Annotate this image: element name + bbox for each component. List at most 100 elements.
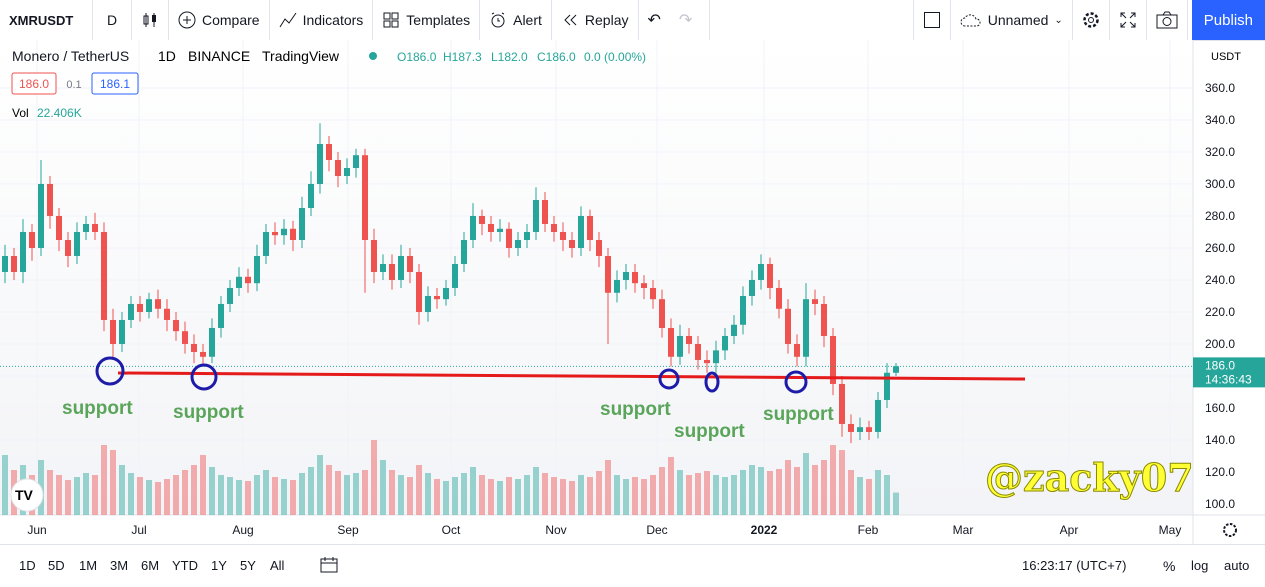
volume-bar [452, 477, 458, 515]
candle-body [686, 335, 692, 344]
goto-date-icon[interactable] [320, 557, 338, 573]
support-label: support [173, 402, 244, 423]
candle-body [632, 271, 638, 284]
indicators-icon [279, 12, 297, 28]
y-tick-label: 220.0 [1205, 305, 1235, 319]
axis-settings[interactable] [1223, 523, 1237, 537]
volume-bar [767, 471, 773, 515]
support-circle [658, 368, 680, 390]
candle-body [65, 239, 71, 256]
range-button[interactable]: All [270, 558, 285, 573]
legend-source: TradingView [262, 48, 340, 64]
range-button[interactable]: YTD [172, 558, 198, 573]
alert-icon [491, 12, 505, 28]
candle-body [542, 199, 548, 224]
candle-body [119, 319, 125, 344]
volume-bar [155, 482, 161, 515]
volume-bar [191, 465, 197, 515]
layout-name[interactable]: Unnamed ⌄ [951, 0, 1073, 40]
volume-bar [407, 477, 413, 515]
volume-bar [884, 475, 890, 515]
volume-bar [371, 440, 377, 515]
volume-bar [794, 467, 800, 515]
indicators-label: Indicators [302, 12, 364, 28]
candle-body [146, 299, 152, 312]
range-button[interactable]: 5D [48, 558, 65, 573]
gear-icon [1083, 12, 1099, 28]
candle-body [326, 143, 332, 160]
volume-bar [605, 460, 611, 515]
range-button[interactable]: 1Y [211, 558, 227, 573]
y-tick-label: 120.0 [1205, 465, 1235, 479]
templates-label: Templates [406, 12, 471, 28]
ask-box[interactable] [91, 72, 139, 95]
compare-button[interactable]: Compare [169, 0, 270, 40]
volume-bar [74, 477, 80, 515]
support-line [117, 371, 1026, 381]
templates-button[interactable]: Templates [373, 0, 481, 40]
publish-button[interactable]: Publish [1191, 0, 1265, 40]
chart-type[interactable] [132, 0, 169, 40]
candle-body [398, 255, 404, 280]
snapshot-button[interactable] [1147, 0, 1188, 40]
candle-body [704, 359, 710, 364]
candle-body [92, 223, 98, 232]
range-button[interactable]: 3M [110, 558, 129, 573]
volume-bar [704, 471, 710, 515]
range-button[interactable]: 6M [141, 558, 160, 573]
fullscreen-button[interactable] [1110, 0, 1147, 40]
candle-body [353, 155, 359, 168]
camera-icon [1156, 11, 1178, 29]
interval[interactable]: D [93, 0, 132, 40]
volume-bar [542, 473, 548, 515]
volume-bar [317, 455, 323, 515]
candle-body [335, 159, 341, 176]
volume-bar [173, 475, 179, 515]
candle-body [2, 255, 8, 272]
support-label: support [763, 404, 834, 425]
legend-close: C186.0 [537, 50, 576, 64]
candle-body [803, 299, 809, 357]
legend-high: H187.3 [443, 50, 482, 64]
range-button[interactable]: 5Y [240, 558, 256, 573]
alert-button[interactable]: Alert [480, 0, 552, 40]
volume-bar [515, 479, 521, 515]
bottom-toolbar: 1D 5D 1M 3M 6M YTD 1Y 5Y All 16:23:17 (UTC+7) % … [0, 544, 1265, 587]
volume-bar [488, 479, 494, 515]
auto-toggle[interactable]: auto [1224, 558, 1250, 573]
currency-label[interactable]: USDT [1211, 51, 1241, 63]
candle-body [821, 303, 827, 336]
redo-icon: ↷ [678, 12, 693, 29]
x-tick-label: Feb [858, 523, 879, 537]
log-toggle[interactable]: log [1191, 558, 1209, 573]
volume-bar [749, 465, 755, 515]
indicators-button[interactable]: Indicators [270, 0, 374, 40]
volume-bar [164, 479, 170, 515]
range-button[interactable]: 1D [19, 558, 36, 573]
replay-button[interactable]: Replay [552, 0, 639, 40]
candle-icon [143, 13, 156, 27]
candle-body [227, 287, 233, 304]
candle-body [47, 183, 53, 216]
chart: 100.0120.0140.0160.0180.0200.0220.0240.0… [0, 40, 1265, 544]
candle-body [74, 231, 80, 256]
range-button[interactable]: 1M [79, 558, 98, 573]
volume-bar [839, 450, 845, 515]
layout-toggle[interactable] [912, 0, 951, 40]
volume-bar [533, 467, 539, 515]
candle-body [263, 231, 269, 256]
x-tick-label: Mar [953, 523, 974, 537]
volume-bar [110, 450, 116, 515]
replay-icon [564, 14, 577, 26]
bid-box[interactable] [11, 72, 57, 95]
legend-exchange: BINANCE [188, 48, 250, 64]
volume-bar [848, 470, 854, 515]
percent-toggle[interactable]: % [1163, 558, 1176, 574]
settings-button[interactable] [1073, 0, 1110, 40]
symbol[interactable]: XMRUSDT [0, 0, 93, 40]
candle-body [362, 155, 368, 240]
candle-body [533, 199, 539, 232]
undo-redo[interactable]: ↶ ↷ [639, 0, 710, 40]
candle-body [281, 228, 287, 236]
candle-body [794, 343, 800, 357]
